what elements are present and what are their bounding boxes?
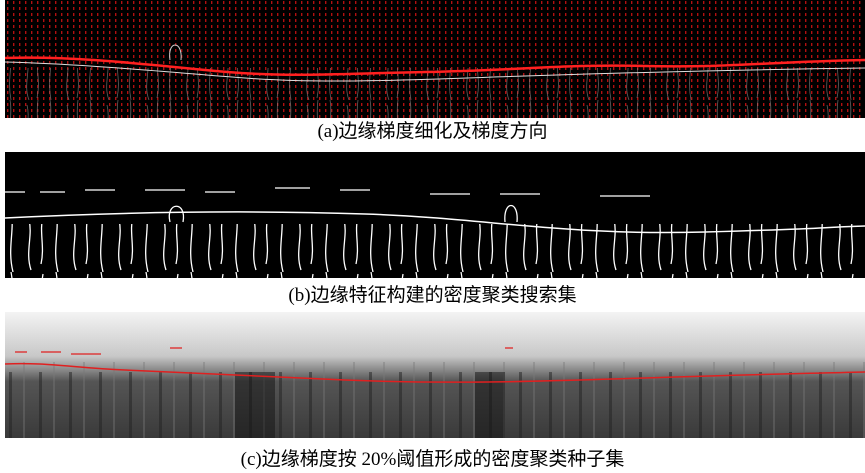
panel-a-image (5, 0, 865, 118)
page: (a)边缘梯度细化及梯度方向 (b)边缘特征构建的密度聚类搜索集 (c)边缘梯度… (0, 0, 865, 473)
caption: (c)边缘梯度按 20%阈值形成的密度聚类种子集 (0, 444, 865, 471)
panel-b-image (5, 152, 865, 278)
panel-c-image (5, 312, 865, 438)
caption: (b)边缘特征构建的密度聚类搜索集 (0, 280, 865, 307)
caption: (a)边缘梯度细化及梯度方向 (0, 116, 865, 143)
